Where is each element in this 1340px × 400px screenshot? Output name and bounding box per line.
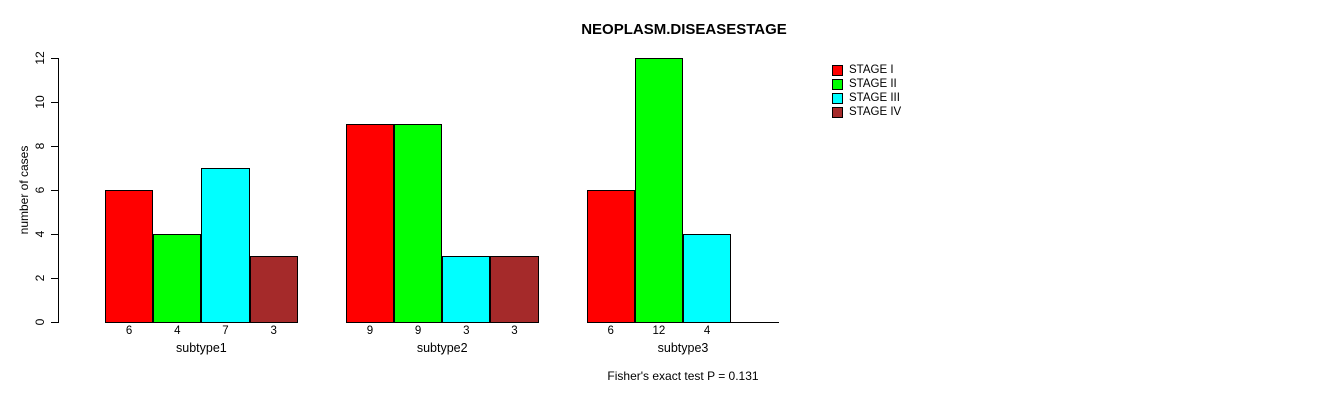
legend-label: STAGE IV bbox=[849, 106, 902, 118]
bar bbox=[201, 168, 250, 323]
bar bbox=[394, 124, 443, 323]
legend-swatch bbox=[832, 64, 843, 76]
y-tick-label: 4 bbox=[33, 230, 47, 238]
group-label: subtype1 bbox=[176, 341, 227, 355]
y-tick-label: 2 bbox=[33, 274, 47, 282]
y-tick-label: 6 bbox=[33, 186, 47, 194]
y-tick-label: 12 bbox=[33, 51, 47, 65]
bar-value-label: 7 bbox=[222, 325, 229, 337]
y-axis-line bbox=[58, 58, 59, 323]
zero-bar-baseline bbox=[731, 322, 780, 323]
bar-value-label: 9 bbox=[414, 325, 422, 337]
legend-label: STAGE II bbox=[849, 78, 897, 90]
bar-value-label: 3 bbox=[511, 325, 518, 337]
bar bbox=[586, 190, 635, 323]
legend-swatch bbox=[832, 92, 843, 104]
legend: STAGE I STAGE II STAGE III STAGE IV bbox=[832, 63, 901, 119]
bar bbox=[683, 234, 732, 323]
legend-swatch bbox=[832, 78, 843, 90]
bar-value-label: 12 bbox=[652, 325, 666, 337]
legend-item: STAGE III bbox=[832, 91, 901, 105]
y-tick-label: 0 bbox=[33, 318, 47, 326]
chart-title: NEOPLASM.DISEASESTAGE bbox=[581, 21, 787, 38]
group-label: subtype3 bbox=[657, 341, 709, 355]
bar-value-label: 3 bbox=[463, 325, 470, 337]
legend-label: STAGE I bbox=[849, 64, 894, 76]
bar-value-label: 4 bbox=[703, 325, 711, 337]
bar bbox=[249, 256, 298, 323]
bar-value-label: 6 bbox=[125, 325, 133, 337]
bar-value-label: 4 bbox=[174, 325, 181, 337]
y-tick-mark bbox=[51, 190, 58, 191]
y-tick-mark bbox=[51, 278, 58, 279]
legend-item: STAGE I bbox=[832, 63, 901, 77]
y-tick-mark bbox=[51, 102, 58, 103]
y-tick-label: 8 bbox=[33, 142, 47, 150]
y-tick-mark bbox=[51, 234, 58, 235]
group-label: subtype2 bbox=[416, 341, 468, 355]
bar bbox=[345, 124, 394, 323]
y-tick-mark bbox=[51, 322, 58, 323]
y-axis-title: number of cases bbox=[17, 145, 31, 235]
bar bbox=[442, 256, 491, 323]
legend-item: STAGE II bbox=[832, 77, 901, 91]
y-tick-label: 10 bbox=[33, 95, 47, 109]
y-tick-mark bbox=[51, 146, 58, 147]
bar bbox=[105, 190, 154, 323]
bar-value-label: 6 bbox=[607, 325, 614, 337]
bar bbox=[153, 234, 202, 323]
bar bbox=[634, 58, 683, 323]
bar-value-label: 3 bbox=[270, 325, 277, 337]
footnote: Fisher's exact test P = 0.131 bbox=[607, 369, 759, 383]
legend-swatch bbox=[832, 106, 843, 118]
bar-value-label: 9 bbox=[366, 325, 374, 337]
y-tick-mark bbox=[51, 58, 58, 59]
bar bbox=[490, 256, 539, 323]
legend-item: STAGE IV bbox=[832, 105, 901, 119]
legend-label: STAGE III bbox=[849, 92, 900, 104]
